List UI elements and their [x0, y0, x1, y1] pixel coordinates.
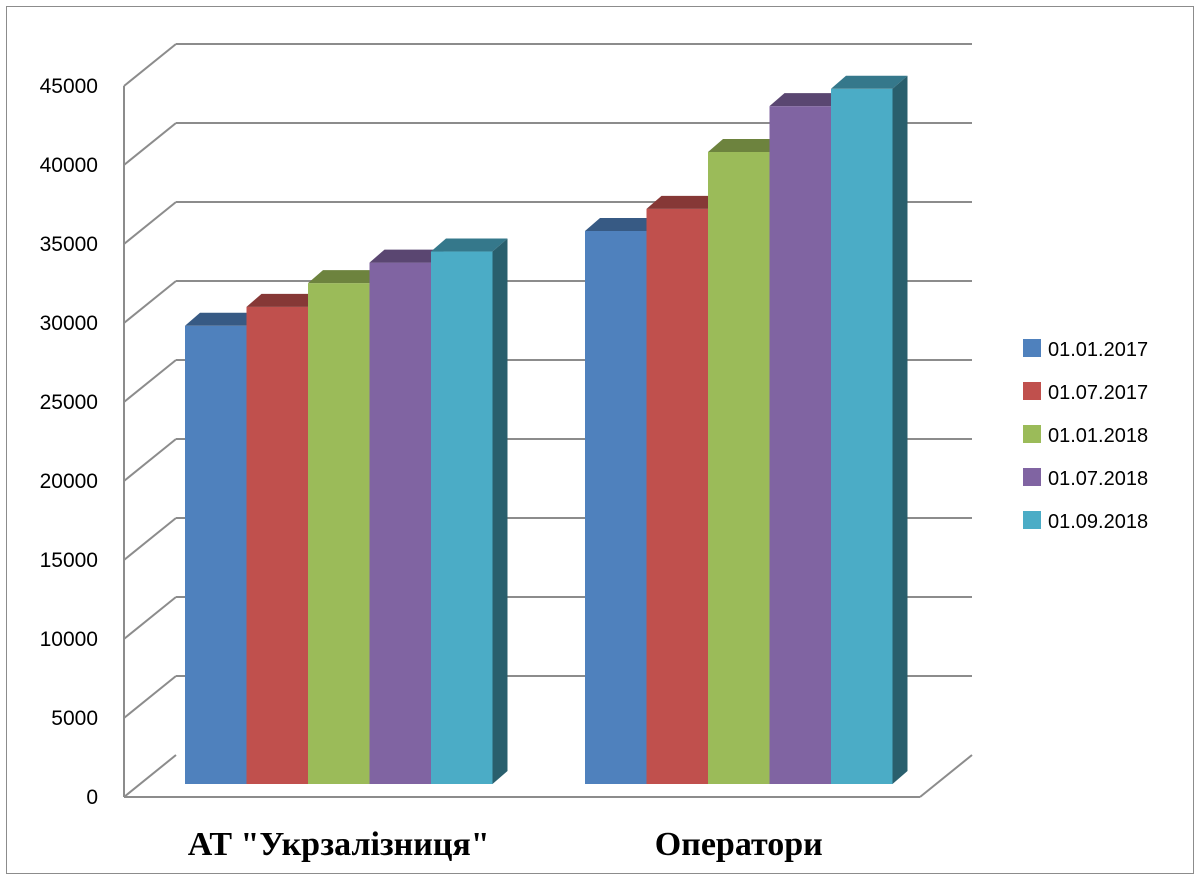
legend-swatch [1023, 382, 1041, 400]
legend-label: 01.09.2018 [1048, 511, 1148, 533]
bar [308, 283, 370, 784]
legend-label: 01.01.2018 [1048, 425, 1148, 447]
legend-swatch [1023, 468, 1041, 486]
bar-top [769, 93, 846, 107]
gridline-side [123, 122, 177, 166]
y-tick-label: 30000 [40, 312, 98, 335]
bar [769, 106, 831, 785]
gridline-side [123, 201, 177, 245]
category-label: АТ "Укрзалізниця" [188, 826, 490, 863]
bar [708, 152, 770, 784]
legend-swatch [1023, 425, 1041, 443]
bar [185, 325, 247, 784]
bar-top [431, 238, 508, 252]
gridline-side [123, 438, 177, 482]
bar [246, 306, 308, 784]
bar-top [585, 218, 662, 231]
bar-top [831, 75, 908, 89]
bar [369, 262, 431, 785]
gridline-side [123, 675, 177, 719]
bar-side [492, 238, 508, 785]
y-tick-label: 35000 [40, 233, 98, 256]
bar-side [892, 75, 908, 785]
y-tick-label: 40000 [40, 154, 98, 177]
bar-top [185, 312, 262, 326]
y-tick-label: 0 [86, 786, 98, 809]
gridline-side [123, 359, 177, 403]
bar-top [708, 139, 785, 152]
legend-swatch [1023, 511, 1041, 529]
floor-right-edge [919, 754, 973, 798]
bar [831, 88, 893, 785]
bar [646, 208, 708, 784]
y-tick-label: 10000 [40, 628, 98, 651]
gridline-side [123, 43, 177, 87]
gridline-side [123, 517, 177, 561]
bar-top [308, 270, 385, 284]
gridline-side [123, 754, 177, 798]
legend-swatch [1023, 339, 1041, 357]
bar-top [369, 249, 446, 263]
bar [585, 231, 647, 784]
bar-top [646, 195, 723, 209]
y-tick-label: 45000 [40, 75, 98, 98]
bar [431, 251, 493, 785]
legend-label: 01.07.2017 [1048, 382, 1148, 404]
legend-label: 01.07.2018 [1048, 468, 1148, 490]
bar-top [246, 293, 323, 307]
gridline-side [123, 280, 177, 324]
y-tick-label: 25000 [40, 391, 98, 414]
y-tick-label: 15000 [40, 549, 98, 572]
legend-label: 01.01.2017 [1048, 339, 1148, 361]
gridline-side [123, 596, 177, 640]
category-label: Оператори [655, 826, 823, 863]
y-tick-label: 5000 [51, 707, 98, 730]
y-tick-label: 20000 [40, 470, 98, 493]
